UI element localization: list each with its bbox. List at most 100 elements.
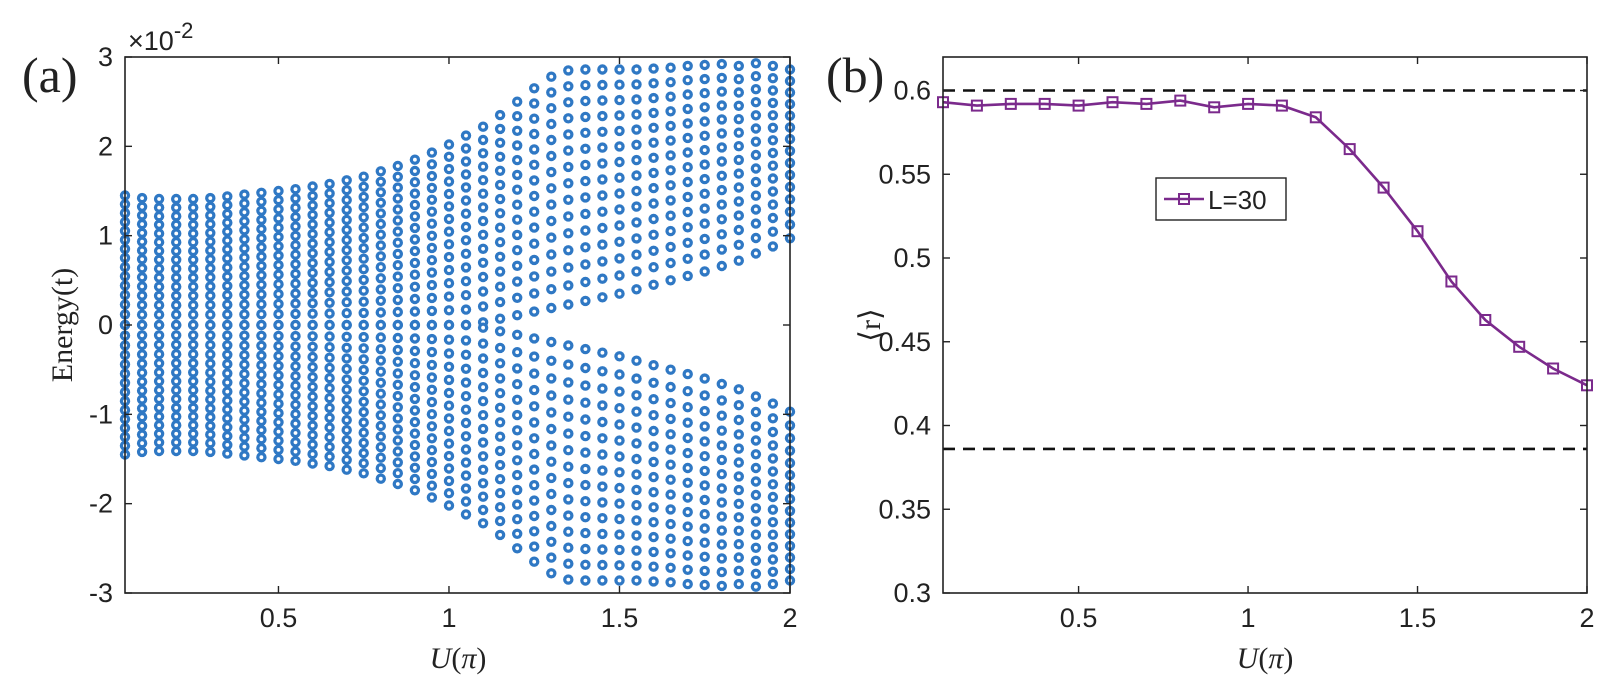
energy-point-center: [549, 306, 554, 310]
energy-point-center: [532, 116, 537, 121]
energy-point-center: [736, 387, 741, 392]
energy-point-center: [191, 266, 196, 271]
energy-point-center: [668, 367, 673, 372]
energy-point-center: [344, 334, 349, 339]
energy-point-center: [685, 539, 690, 543]
energy-point-center: [685, 582, 690, 586]
energy-point-center: [583, 562, 588, 567]
energy-point-center: [634, 97, 639, 102]
energy-point-center: [634, 220, 639, 225]
energy-point-center: [174, 312, 179, 317]
energy-point-center: [208, 406, 213, 411]
energy-point-center: [191, 231, 196, 236]
energy-point-center: [736, 432, 741, 437]
energy-point-center: [310, 452, 315, 456]
energy-point-center: [327, 191, 332, 196]
energy-point-center: [532, 291, 537, 296]
energy-point-center: [447, 268, 451, 272]
energy-point-center: [259, 455, 264, 460]
x-tick-label: 2: [782, 603, 797, 633]
energy-point-center: [225, 323, 230, 327]
energy-point-center: [600, 67, 605, 72]
energy-point-center: [719, 472, 724, 477]
energy-point-center: [140, 379, 145, 384]
energy-point-center: [310, 213, 315, 217]
energy-point-center: [702, 540, 707, 545]
energy-point-center: [293, 272, 298, 276]
energy-point-center: [634, 563, 639, 568]
energy-point-center: [736, 568, 741, 573]
energy-point-center: [634, 393, 639, 398]
energy-point-center: [754, 506, 758, 511]
energy-point-center: [549, 340, 554, 344]
energy-point-center: [310, 461, 315, 466]
energy-point-center: [464, 238, 468, 243]
energy-point-center: [378, 276, 383, 281]
energy-point-center: [327, 182, 332, 186]
energy-point-center: [276, 225, 281, 230]
energy-point-center: [549, 170, 554, 175]
energy-point-center: [344, 228, 349, 232]
energy-point-center: [702, 191, 707, 196]
energy-point-center: [600, 516, 605, 521]
energy-point-center: [481, 356, 485, 361]
energy-point-center: [685, 121, 690, 126]
energy-point-center: [719, 76, 724, 80]
energy-point-center: [736, 515, 741, 520]
energy-point-center: [276, 263, 281, 267]
energy-point-center: [566, 448, 571, 453]
energy-point-center: [276, 373, 281, 378]
energy-point-center: [583, 299, 588, 303]
energy-point-center: [515, 332, 520, 337]
energy-point-center: [430, 233, 434, 238]
energy-point-center: [668, 401, 673, 405]
energy-point-center: [498, 505, 502, 510]
energy-point-center: [600, 161, 605, 166]
energy-point-center: [395, 286, 400, 291]
energy-point-center: [430, 162, 434, 167]
energy-point-center: [498, 168, 502, 173]
energy-point-center: [515, 531, 520, 536]
energy-point-center: [498, 533, 502, 537]
energy-point-center: [378, 335, 383, 340]
energy-point-center: [208, 323, 213, 327]
energy-point-center: [532, 498, 537, 503]
spectrum-points: [119, 58, 796, 592]
energy-point-center: [685, 256, 690, 261]
energy-point-center: [378, 455, 383, 460]
energy-point-center: [668, 536, 673, 541]
energy-point-center: [310, 323, 315, 327]
energy-point-center: [754, 193, 758, 198]
energy-point-center: [719, 514, 724, 519]
energy-point-center: [327, 323, 332, 327]
energy-point-center: [293, 440, 298, 445]
energy-point-center: [583, 130, 588, 135]
energy-point-center: [515, 488, 520, 492]
energy-point-center: [293, 233, 298, 238]
energy-point-center: [225, 293, 230, 298]
energy-point-center: [515, 443, 520, 448]
energy-point-center: [447, 491, 451, 496]
energy-point-center: [208, 388, 213, 393]
energy-point-center: [549, 459, 554, 464]
energy-point-center: [668, 462, 673, 467]
energy-point-center: [208, 397, 213, 402]
panel-b-label: (b): [826, 47, 884, 103]
energy-point-center: [413, 157, 417, 162]
energy-point-center: [532, 258, 537, 262]
energy-point-center: [395, 405, 400, 410]
energy-point-center: [634, 189, 639, 193]
energy-point-center: [600, 177, 605, 182]
energy-point-center: [447, 204, 451, 209]
energy-point-center: [259, 391, 264, 396]
series-marker: [1513, 340, 1526, 353]
energy-point-center: [140, 323, 145, 327]
energy-point-center: [378, 466, 383, 471]
energy-point-center: [344, 289, 349, 294]
energy-point-center: [549, 252, 554, 257]
energy-point-center: [532, 388, 537, 392]
energy-point-center: [771, 64, 775, 68]
energy-point-center: [430, 460, 434, 464]
energy-point-center: [378, 358, 383, 363]
energy-point-center: [259, 292, 264, 297]
